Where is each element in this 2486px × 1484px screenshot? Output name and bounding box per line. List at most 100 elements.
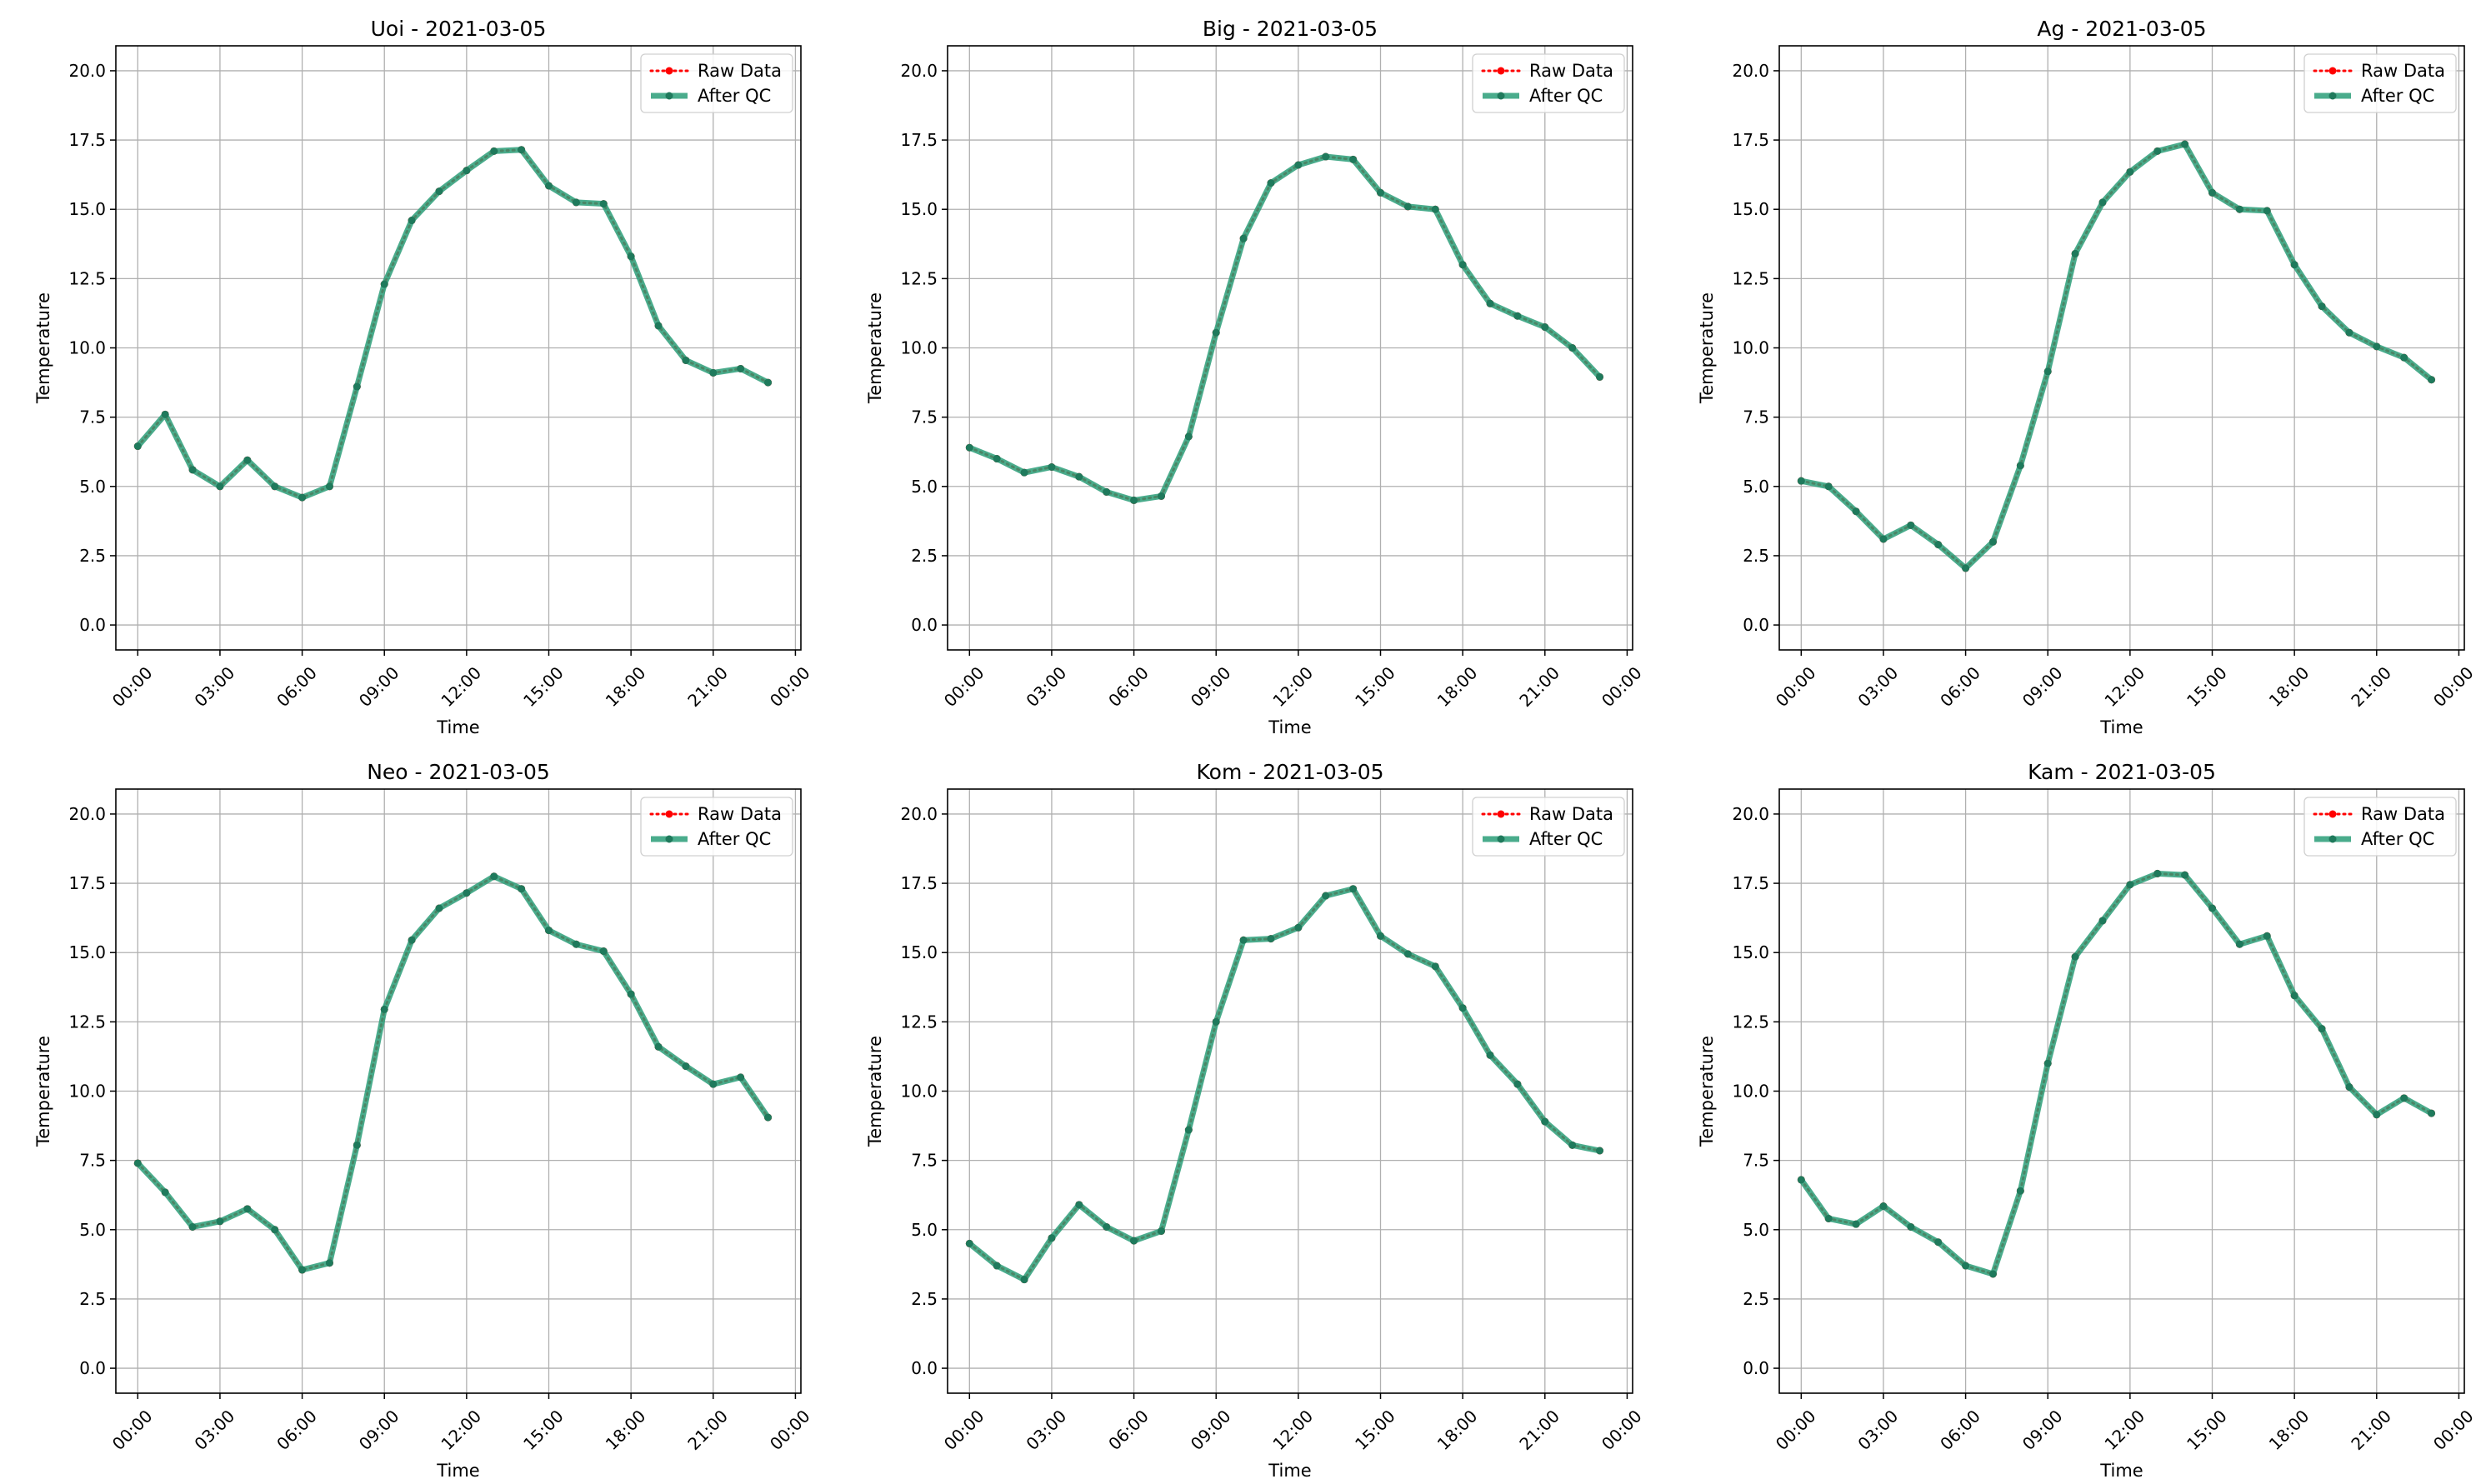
y-tick-label: 15.0: [1732, 942, 1769, 962]
legend-label-raw-data: Raw Data: [698, 804, 782, 824]
y-tick-label: 20.0: [1732, 804, 1769, 824]
x-tick-label: 12:00: [437, 662, 485, 711]
y-tick-label: 15.0: [68, 942, 106, 962]
point-after-qc: [1513, 312, 1522, 320]
point-after-qc: [1239, 936, 1248, 944]
point-after-qc: [2428, 376, 2436, 384]
x-tick-label: 12:00: [2100, 662, 2148, 711]
point-after-qc: [709, 1080, 718, 1088]
point-after-qc: [2263, 932, 2271, 940]
y-tick-label: 2.5: [79, 1289, 106, 1309]
point-after-qc: [572, 198, 580, 207]
legend-marker-after-qc: [2328, 835, 2337, 843]
point-after-qc: [2071, 249, 2079, 257]
point-after-qc: [1130, 1237, 1138, 1245]
series-line-raw-data: [1799, 142, 2433, 570]
y-tick-label: 7.5: [1743, 407, 1769, 427]
legend: Raw Data After QC: [2303, 797, 2457, 857]
x-tick-label: 03:00: [1023, 1406, 1071, 1454]
legend-label-after-qc: After QC: [2361, 86, 2434, 106]
point-after-qc: [2016, 1187, 2024, 1195]
x-tick-label: 00:00: [1598, 662, 1646, 711]
y-tick-label: 10.0: [68, 338, 106, 358]
point-after-qc: [1294, 161, 1303, 169]
point-after-qc: [188, 1222, 197, 1231]
point-after-qc: [2373, 342, 2381, 351]
y-tick-label: 15.0: [900, 942, 938, 962]
y-tick-label: 0.0: [1743, 1358, 1769, 1378]
y-axis-label: Temperature: [1697, 292, 1717, 404]
x-tick-label: 00:00: [108, 662, 157, 711]
x-tick-label: 06:00: [1104, 1406, 1153, 1454]
point-after-qc: [161, 410, 169, 418]
point-after-qc: [2016, 462, 2024, 470]
x-tick-label: 00:00: [1772, 1406, 1820, 1454]
point-after-qc: [1541, 1117, 1549, 1126]
point-after-qc: [737, 1073, 745, 1082]
point-after-qc: [2043, 367, 2052, 376]
point-after-qc: [1934, 541, 1943, 549]
point-after-qc: [1988, 1270, 1997, 1278]
x-axis-label: Time: [2099, 717, 2143, 737]
x-tick-label: 00:00: [766, 662, 814, 711]
point-after-qc: [1349, 155, 1358, 163]
point-after-qc: [1988, 537, 1997, 546]
point-after-qc: [2043, 1059, 2052, 1067]
x-tick-label: 21:00: [1515, 662, 1563, 711]
x-tick-label: 12:00: [1268, 662, 1317, 711]
point-after-qc: [2098, 917, 2107, 925]
legend-marker-after-qc: [665, 835, 673, 843]
y-tick-label: 5.0: [1743, 477, 1769, 497]
x-axis-label: Time: [1268, 1461, 1311, 1481]
x-tick-label: 00:00: [2429, 662, 2478, 711]
point-after-qc: [463, 889, 471, 897]
chart-title: Ag - 2021-03-05: [2037, 17, 2206, 41]
point-after-qc: [2235, 205, 2243, 213]
y-tick-label: 5.0: [79, 1220, 106, 1240]
point-after-qc: [1852, 507, 1860, 516]
point-after-qc: [2153, 147, 2162, 155]
x-tick-label: 00:00: [1772, 662, 1820, 711]
x-tick-label: 15:00: [1351, 1406, 1399, 1454]
point-after-qc: [1184, 1126, 1193, 1134]
x-tick-label: 03:00: [1854, 662, 1903, 711]
chart-title: Neo - 2021-03-05: [367, 760, 550, 784]
x-tick-label: 15:00: [2183, 1406, 2231, 1454]
point-after-qc: [1431, 205, 1439, 213]
legend-marker-after-qc: [1497, 92, 1505, 100]
point-after-qc: [2098, 198, 2107, 207]
legend-marker-raw-data: [2328, 810, 2337, 818]
point-after-qc: [188, 466, 197, 474]
x-tick-label: 18:00: [1433, 1406, 1482, 1454]
point-after-qc: [133, 442, 142, 451]
point-after-qc: [1852, 1220, 1860, 1228]
subplot-5: 0.0 2.5 5.0 7.5 10.0 12.5 15.0 17.5 20.0 00:00 03:…: [1697, 760, 2478, 1481]
point-after-qc: [1458, 1004, 1467, 1012]
point-after-qc: [1322, 892, 1330, 900]
point-after-qc: [490, 872, 498, 881]
series-line-after-qc: [1798, 870, 2433, 1277]
point-after-qc: [1568, 1141, 1577, 1149]
y-tick-label: 15.0: [900, 199, 938, 219]
y-tick-label: 2.5: [79, 546, 106, 566]
y-tick-label: 7.5: [79, 1151, 106, 1171]
series-line-raw-data: [136, 875, 770, 1272]
y-tick-label: 0.0: [79, 1358, 106, 1378]
point-after-qc: [1824, 482, 1833, 491]
point-after-qc: [1513, 1080, 1522, 1088]
y-tick-label: 7.5: [79, 407, 106, 427]
point-after-qc: [599, 947, 608, 956]
legend-label-raw-data: Raw Data: [2361, 61, 2445, 81]
legend-label-after-qc: After QC: [1529, 829, 1603, 849]
point-after-qc: [1212, 328, 1220, 337]
legend-marker-raw-data: [1497, 810, 1505, 818]
legend-label-raw-data: Raw Data: [1529, 804, 1613, 824]
legend-marker-after-qc: [2328, 92, 2337, 100]
point-after-qc: [2290, 261, 2298, 269]
point-after-qc: [1541, 323, 1549, 332]
point-after-qc: [993, 455, 1001, 463]
point-after-qc: [133, 1159, 142, 1167]
x-tick-label: 06:00: [273, 1406, 321, 1454]
y-tick-label: 7.5: [911, 407, 938, 427]
series-line-after-qc: [968, 886, 1601, 1283]
